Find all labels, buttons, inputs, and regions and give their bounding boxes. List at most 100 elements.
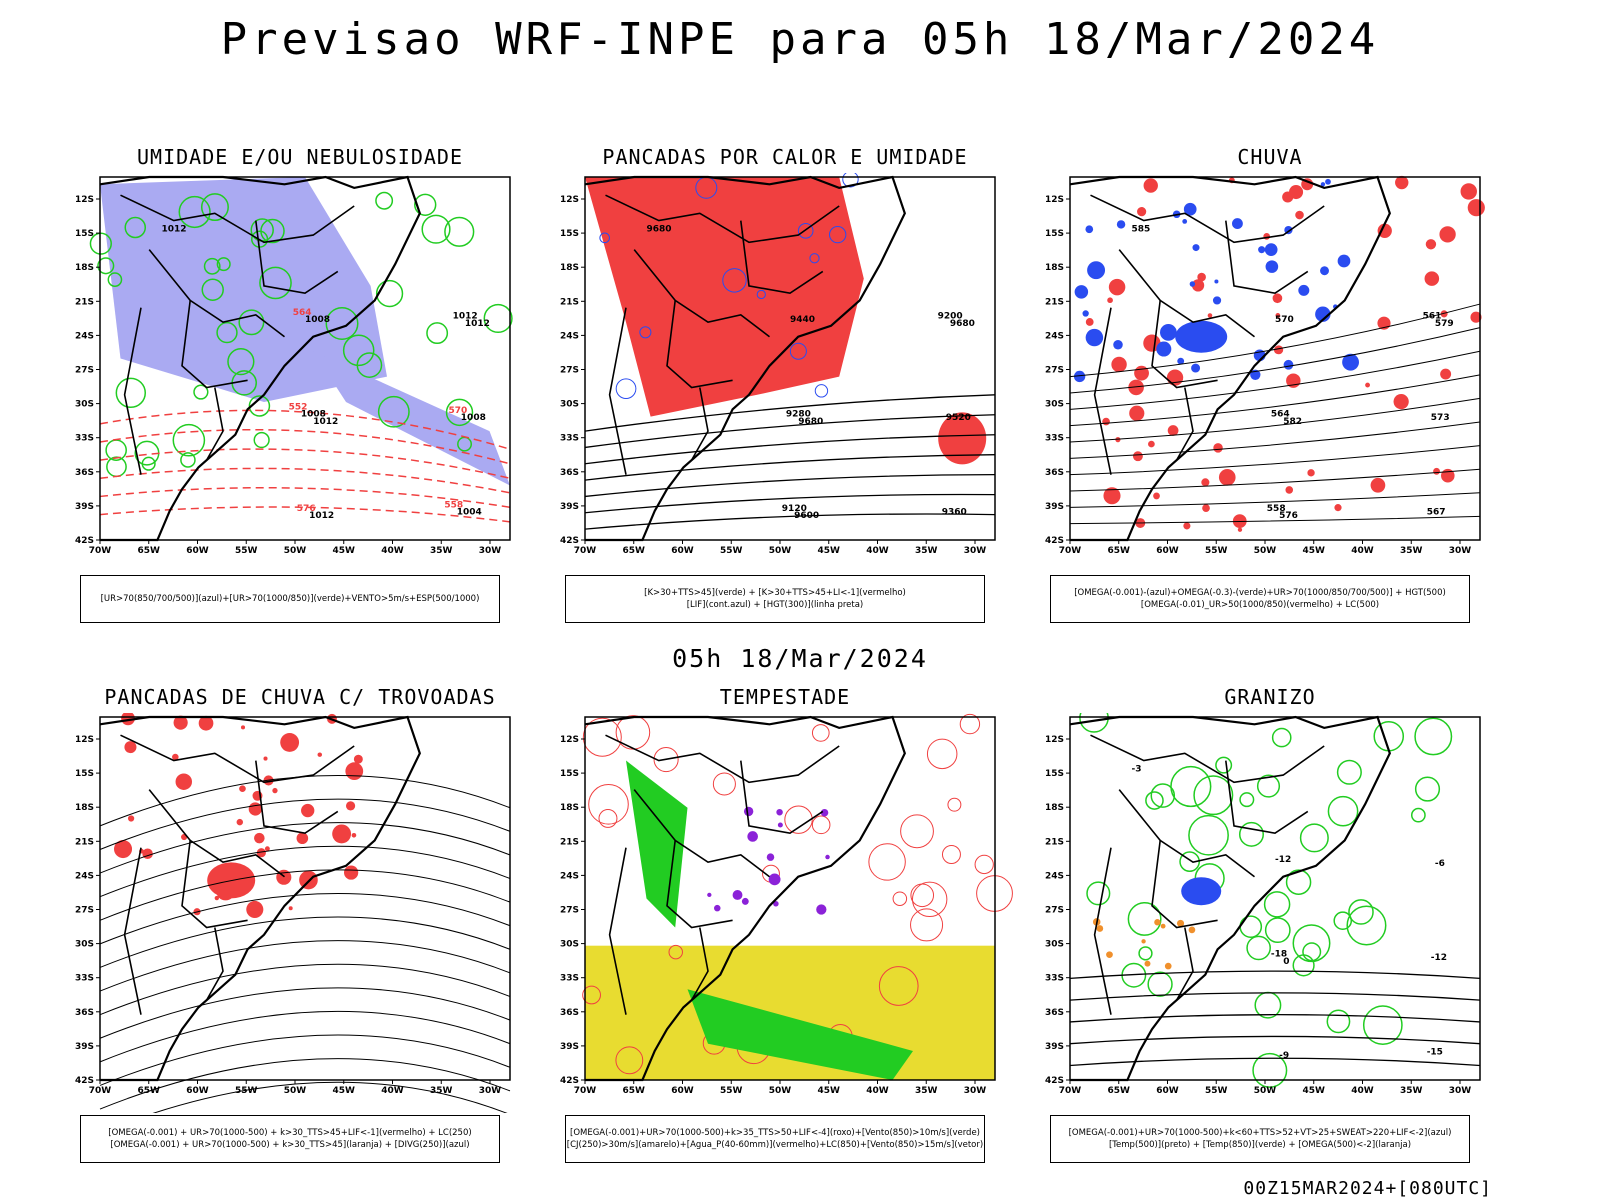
panel-title: PANCADAS DE CHUVA C/ TROVOADAS [104, 685, 496, 709]
rain-spot [1213, 443, 1223, 453]
lon-label: 35W [915, 1086, 938, 1096]
temp850-contour [1336, 759, 1362, 785]
thickness-contour [99, 428, 511, 465]
water-contour [598, 808, 618, 828]
contour-label: 564 [293, 308, 312, 318]
jet-area [585, 945, 995, 1080]
storm-spot [198, 715, 214, 731]
lon-label: 70W [89, 1086, 112, 1096]
omega-spot [1144, 960, 1151, 967]
omega-spot [1160, 923, 1166, 929]
coastline [99, 175, 421, 542]
storm-spot [777, 822, 783, 828]
lon-label: 60W [1156, 546, 1179, 556]
lon-label: 65W [1108, 1086, 1131, 1096]
rain-spot [1202, 504, 1210, 512]
green-contour [216, 321, 238, 344]
rain-spot [1295, 210, 1304, 220]
water-contour [959, 713, 981, 735]
lat-label: 15S [75, 229, 94, 239]
temp850-contour [1127, 901, 1162, 936]
legend-line: [UR>70(850/700/500)](azul)+[UR>70(1000/8… [100, 594, 480, 604]
lat-label: 39S [560, 502, 579, 512]
lat-label: 12S [75, 735, 94, 745]
hgt-contour [1069, 515, 1481, 525]
contour-label: 570 [1275, 315, 1294, 325]
temp850-contour [1147, 971, 1173, 997]
lat-label: 39S [1045, 1042, 1064, 1052]
streamline [99, 963, 511, 1016]
water-contour [668, 944, 683, 960]
rain-spot [1085, 225, 1094, 234]
water-contour [941, 845, 961, 864]
rain-spot [1337, 254, 1351, 268]
lat-label: 42S [560, 1076, 579, 1086]
lat-label: 36S [1045, 468, 1064, 478]
lon-label: 30W [1449, 546, 1472, 556]
streamline [99, 892, 511, 945]
water-contour [878, 966, 919, 1006]
storm-spot [816, 904, 827, 915]
legend-line: [OMEGA(-0.001) + UR>70(1000-500) + k>30_… [108, 1128, 472, 1138]
lat-label: 42S [1045, 1076, 1064, 1086]
rain-spot [1289, 185, 1304, 200]
thickness-contour [99, 506, 511, 523]
lat-label: 33S [1045, 974, 1064, 984]
rain-spot [1191, 279, 1205, 292]
border-line [1225, 760, 1309, 835]
contour-label: 9600 [794, 511, 819, 521]
green-contour [426, 322, 449, 345]
contour-label: 585 [1132, 224, 1151, 234]
lat-label: 42S [560, 536, 579, 546]
water-contour [582, 985, 601, 1005]
green-contour [172, 423, 206, 457]
lat-label: 24S [1045, 871, 1064, 881]
border-line [1118, 789, 1255, 878]
green-contour [421, 214, 451, 244]
lat-label: 42S [75, 1076, 94, 1086]
contour-label: 9680 [647, 224, 672, 234]
lon-label: 55W [720, 1086, 743, 1096]
lat-label: 30S [1045, 400, 1064, 410]
temp850-contour [1414, 776, 1441, 802]
lon-label: 60W [186, 1086, 209, 1096]
rain-spot [1189, 281, 1196, 287]
legend-line: [OMEGA(-0.001) + UR>70(1000-500) + k>30_… [110, 1140, 470, 1150]
storm-spot [332, 824, 352, 844]
forecast-date: 05h 18/Mar/2024 [672, 644, 928, 673]
lat-label: 24S [560, 871, 579, 881]
water-contour [653, 747, 679, 773]
border-line [740, 760, 824, 835]
map-frame: 1012101210121012100810081004100810125765… [75, 175, 513, 556]
green-contour [203, 257, 221, 275]
temp850-contour [1086, 881, 1111, 906]
lat-label: 30S [75, 940, 94, 950]
lat-label: 27S [560, 906, 579, 916]
border-line [181, 300, 248, 389]
convection-area [585, 177, 864, 417]
panel-legend: [OMEGA(-0.001)+UR>70(1000-500)+k<60+TTS>… [1050, 1115, 1470, 1163]
green-contour [248, 395, 271, 417]
panel-legend: [OMEGA(-0.001)-(azul)+OMEGA(-0.3)-(verde… [1050, 575, 1470, 623]
temp850-contour [1414, 717, 1453, 756]
storm-spot [768, 873, 781, 886]
storm-spot [317, 752, 323, 757]
field-layer [99, 713, 511, 1113]
contour-label: 1012 [162, 224, 187, 234]
lat-label: 21S [75, 837, 94, 847]
lon-label: 35W [915, 546, 938, 556]
temp850-contour [1263, 891, 1291, 918]
green-contour [216, 257, 231, 272]
temp850-contour [1238, 821, 1264, 847]
contour-label: 1012 [313, 417, 338, 427]
rain-spot [1107, 297, 1113, 304]
border-line [690, 387, 709, 461]
temp850-contour [1138, 946, 1153, 961]
lat-label: 42S [1045, 536, 1064, 546]
rain-spot [1424, 271, 1440, 286]
temp850-contour [1256, 774, 1281, 798]
contour-label: 561 [1423, 312, 1442, 322]
hgt-contour [1069, 327, 1481, 394]
rain-spot [1116, 220, 1126, 229]
lat-label: 18S [560, 263, 579, 273]
